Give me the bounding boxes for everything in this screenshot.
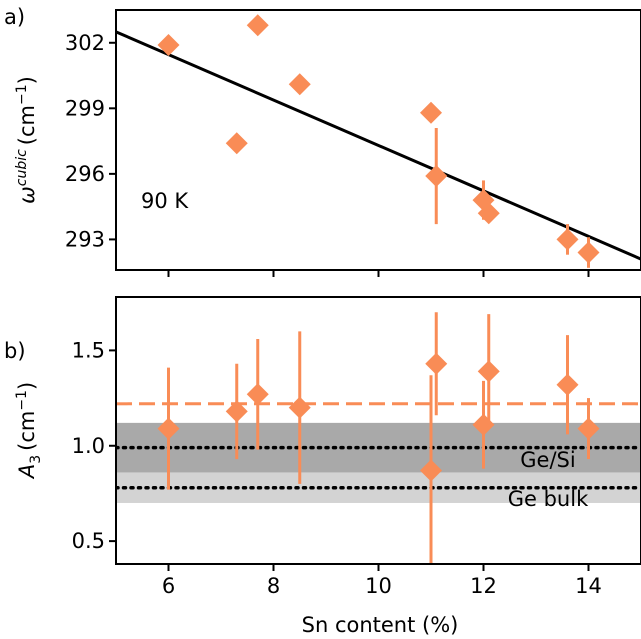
plot-area [116, 14, 641, 268]
panel-a-ylabel-unit-close: ) [15, 76, 39, 84]
y-tick-label: 1.5 [72, 338, 105, 362]
x-tick-label: 12 [470, 574, 497, 598]
panel-a: a) ωcubic (cm−1) 293 296 299 302 90 K [4, 5, 641, 277]
data-point-6 [425, 165, 448, 188]
x-tick-label: 10 [365, 574, 392, 598]
data-point-7 [472, 413, 495, 436]
x-tick-label: 6 [162, 574, 175, 598]
data-point-9 [556, 228, 579, 251]
data-point-5 [420, 459, 442, 482]
data-point-2 [225, 132, 248, 155]
x-tick-label: 8 [267, 574, 280, 598]
panel-b-ylabel-unit-exp: −1 [14, 390, 30, 411]
y-tick-label: 293 [65, 227, 105, 251]
panel-a-annotation: 90 K [141, 189, 189, 213]
y-tick-label: 1.0 [72, 434, 105, 458]
data-point-1 [157, 33, 180, 56]
panel-a-plot: 293 296 299 302 [65, 9, 641, 277]
panel-b-ylabel: A3 (cm−1) [14, 382, 44, 480]
data-point-1 [157, 417, 180, 440]
data-point-4 [288, 396, 311, 419]
band-label-2: Ge bulk [508, 487, 589, 511]
data-point-5 [420, 101, 442, 124]
data-point-2 [225, 400, 248, 423]
data-point-3 [246, 383, 269, 406]
y-tick-label: 296 [65, 162, 105, 186]
fit-line [116, 30, 641, 261]
panel-b-ylabel-symbol: A [15, 464, 39, 480]
panel-b-ylabel-unit: (cm [15, 411, 39, 451]
panel-b-ylabel-unit-close: ) [15, 382, 39, 390]
panel-a-ylabel-unit-exp: −1 [14, 84, 30, 105]
y-tick-label: 0.5 [72, 529, 105, 553]
data-point-3 [246, 14, 269, 37]
plot-area [116, 312, 641, 564]
y-tick-label: 302 [65, 31, 105, 55]
panel-b-plot: Ge/Si Ge bulk 0.5 1.0 1.5 6 8 10 12 14 [72, 296, 641, 598]
panel-a-label: a) [4, 5, 25, 29]
data-point-10 [577, 417, 600, 440]
band-label-1: Ge/Si [520, 448, 575, 472]
panel-a-ylabel: ωcubic (cm−1) [14, 76, 39, 204]
x-tick-label: 14 [575, 574, 602, 598]
svg-text:ωcubic(cm−1): ωcubic (cm−1) [14, 76, 39, 204]
y-tick-label: 299 [65, 96, 105, 120]
axes-frame [115, 9, 641, 271]
data-point-9 [556, 373, 579, 396]
panel-b-ylabel-sub: 3 [28, 455, 44, 464]
panel-a-ylabel-unit: (cm [15, 105, 39, 145]
panel-a-ylabel-sup: cubic [14, 149, 30, 186]
x-axis-label: Sn content (%) [302, 613, 459, 637]
data-point-6 [425, 352, 448, 375]
panel-b: b) A3 (cm−1) Ge/Si Ge bulk 0.5 1.0 1.5 6 8 10 12 1… [4, 296, 641, 637]
svg-text:A3(cm−1): A3 (cm−1) [14, 382, 44, 480]
data-point-8 [477, 202, 500, 225]
panel-b-label: b) [4, 339, 26, 363]
data-point-10 [577, 241, 600, 264]
data-point-4 [288, 73, 311, 96]
data-point-8 [477, 360, 500, 383]
panel-a-ylabel-symbol: ω [15, 186, 39, 204]
